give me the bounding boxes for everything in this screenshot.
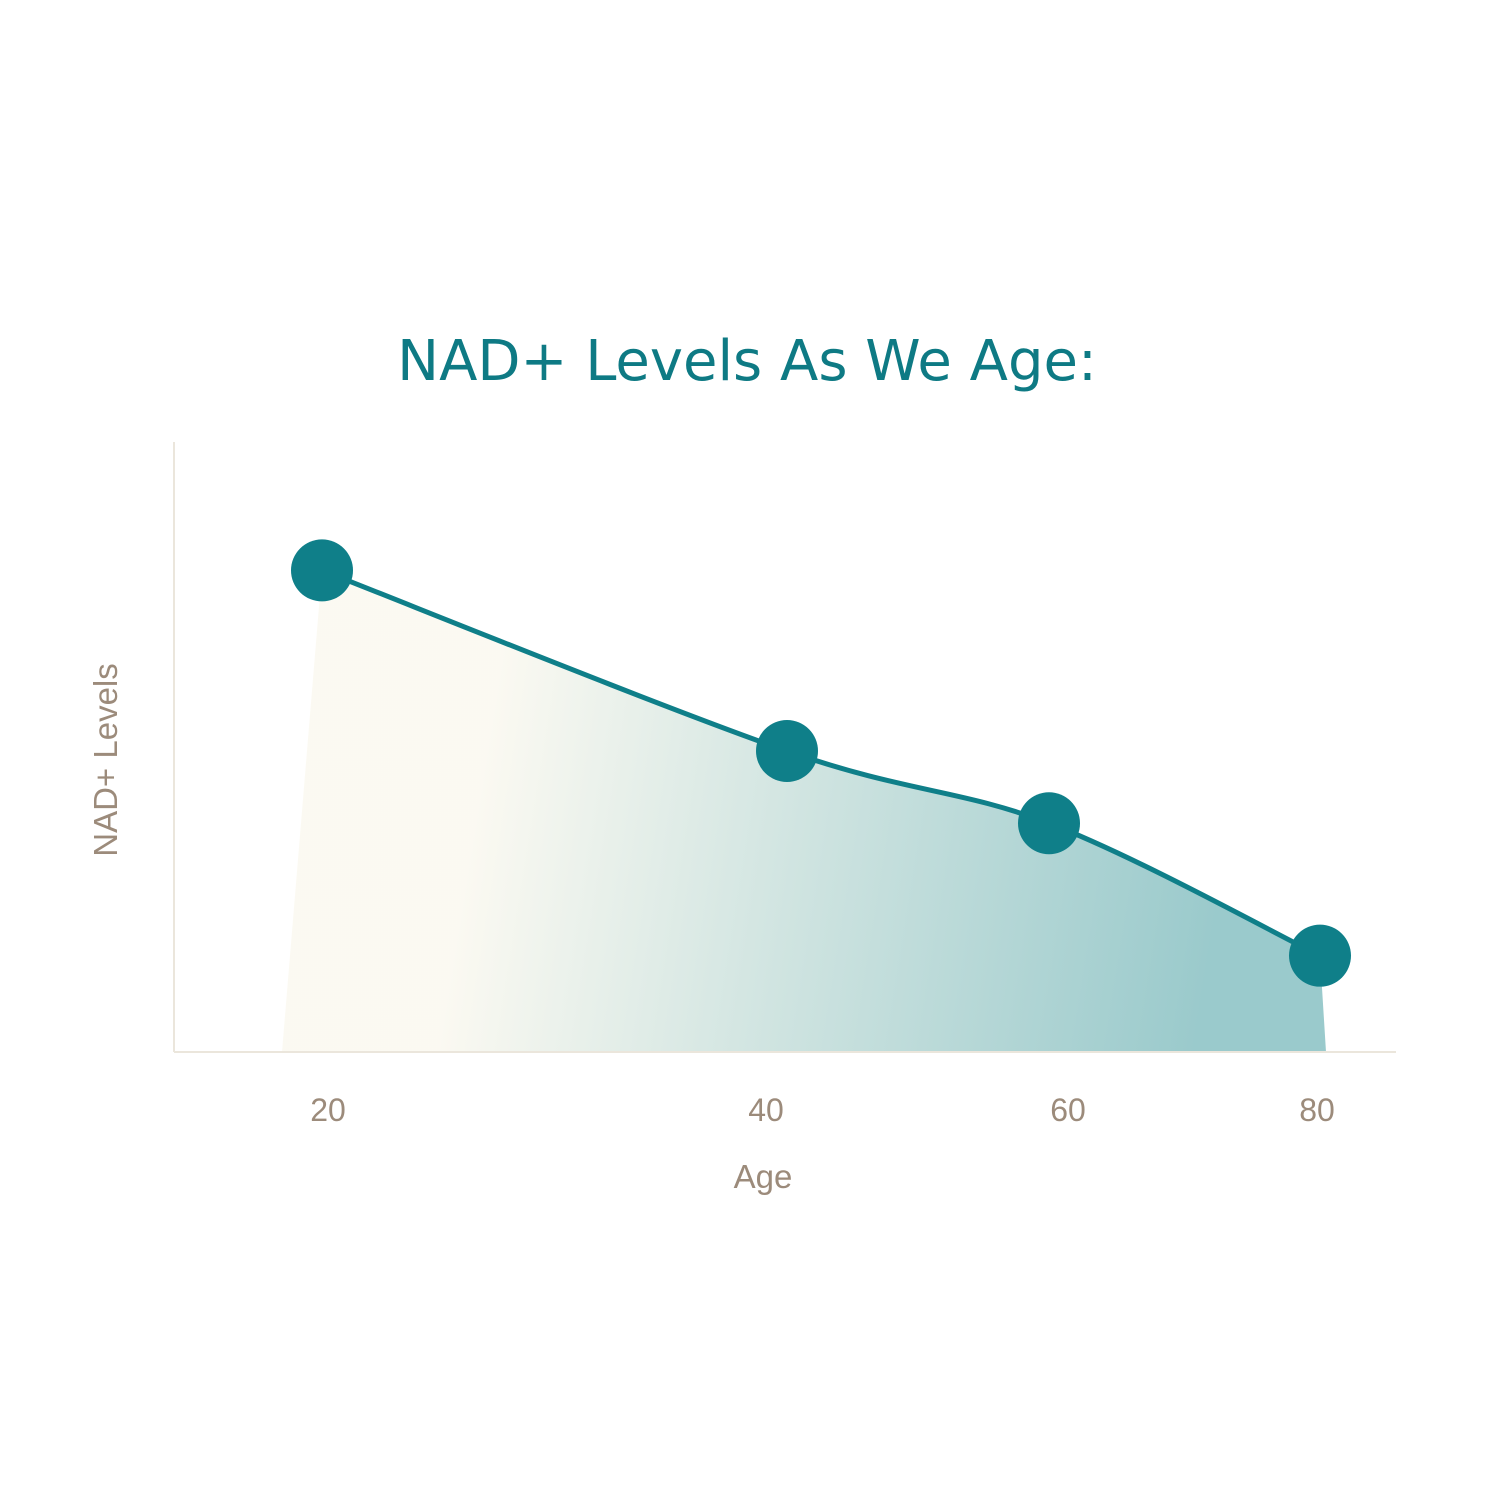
x-tick-label: 40 — [748, 1092, 784, 1128]
data-point-80 — [1289, 924, 1351, 987]
data-point-60 — [1018, 792, 1080, 855]
x-tick-label: 20 — [310, 1092, 346, 1128]
data-points — [291, 539, 1351, 987]
area-fill — [282, 570, 1326, 1052]
data-point-20 — [291, 539, 353, 602]
chart-title: NAD+ Levels As We Age: — [397, 329, 1097, 394]
y-axis-label: NAD+ Levels — [87, 663, 124, 857]
x-tick-labels: 20 40 60 80 — [310, 1092, 1335, 1128]
series-line — [319, 567, 1323, 959]
x-tick-label: 80 — [1299, 1092, 1335, 1128]
x-tick-label: 60 — [1050, 1092, 1086, 1128]
data-point-40 — [756, 720, 818, 782]
x-axis-label: Age — [734, 1158, 793, 1195]
